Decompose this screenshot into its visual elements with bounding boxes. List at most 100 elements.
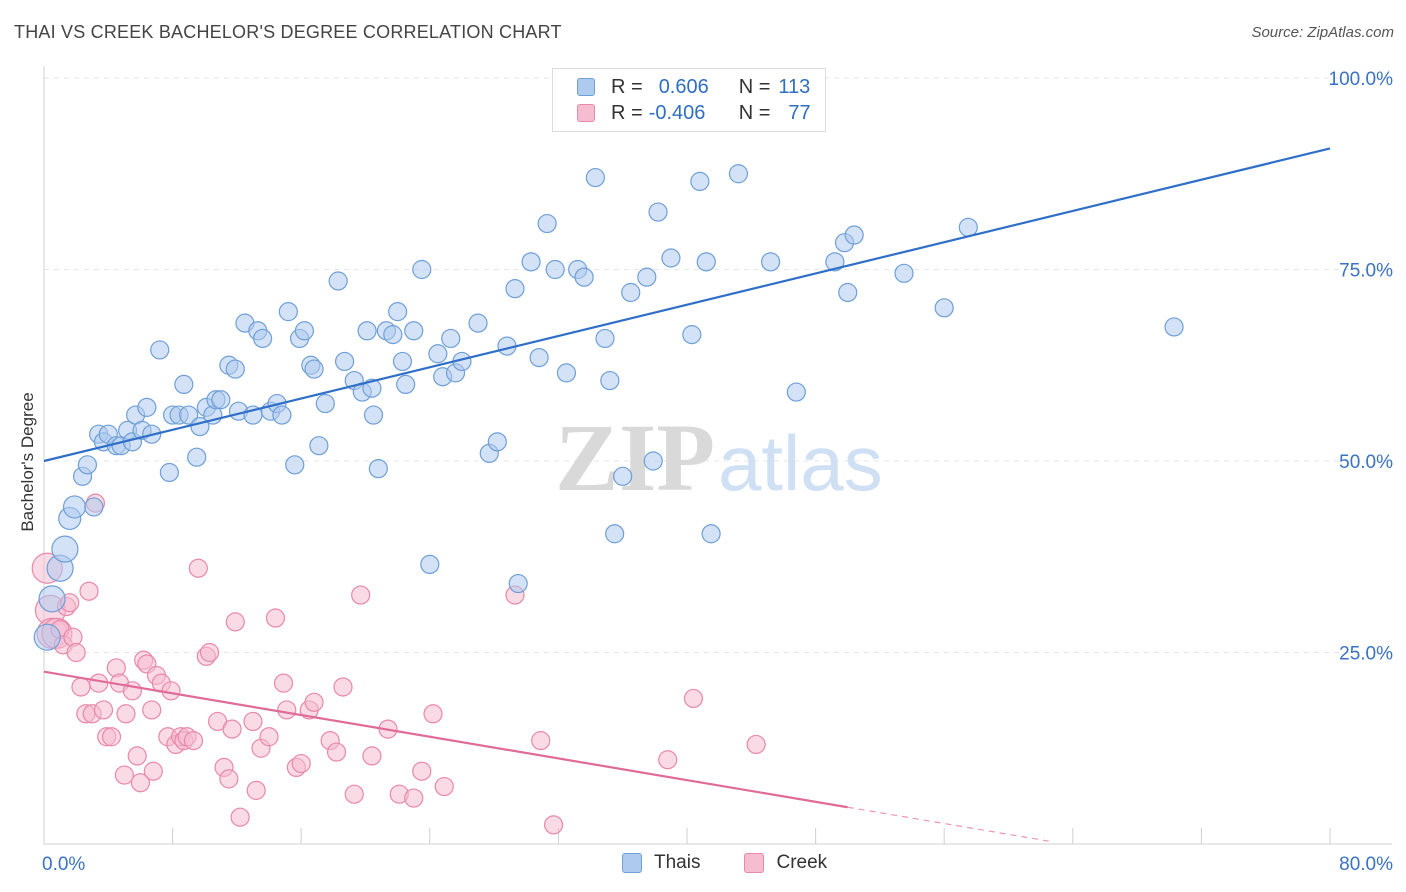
- thais-point: [487, 432, 507, 452]
- creek-r-label: R =: [611, 101, 643, 124]
- thais-point: [77, 455, 98, 475]
- thais-legend-swatch: [622, 853, 642, 873]
- creek-points: [31, 493, 766, 835]
- y-tick-label-3: 100.0%: [1329, 69, 1394, 90]
- creek-point: [130, 773, 151, 793]
- watermark-zip: ZIP: [555, 404, 715, 511]
- thais-point: [537, 213, 557, 234]
- creek-point: [304, 692, 324, 712]
- creek-legend-label: Creek: [776, 852, 828, 873]
- thais-point: [294, 321, 315, 341]
- thais-point: [648, 202, 668, 222]
- thais-point: [335, 351, 355, 372]
- thais-legend-label: Thais: [654, 852, 701, 873]
- creek-point: [246, 780, 266, 800]
- thais-point: [728, 164, 749, 184]
- thais-point: [505, 279, 525, 299]
- thais-point: [690, 171, 710, 192]
- creek-point: [273, 673, 294, 693]
- creek-point: [434, 776, 454, 797]
- thais-point: [844, 225, 864, 245]
- thais-point: [521, 252, 541, 272]
- thais-point: [556, 363, 577, 383]
- thais-point: [309, 436, 329, 456]
- thais-point: [304, 359, 324, 379]
- thais-point: [1164, 317, 1184, 337]
- x-tick-label-1: 80.0%: [1339, 854, 1393, 875]
- creek-trend-extension: [847, 806, 1049, 842]
- creek-point: [116, 704, 136, 724]
- thais-point: [383, 325, 403, 345]
- thais-point: [62, 495, 87, 519]
- thais-point: [585, 167, 605, 188]
- thais-point: [179, 405, 199, 425]
- creek-point: [683, 688, 704, 709]
- thais-point: [428, 344, 448, 364]
- creek-point: [746, 734, 766, 755]
- legend-item-thais: Thais: [622, 852, 700, 874]
- creek-point: [291, 753, 311, 774]
- thais-point: [441, 328, 461, 349]
- thais-point: [388, 302, 408, 322]
- thais-point: [605, 524, 625, 544]
- creek-point: [199, 642, 220, 663]
- thais-point: [278, 302, 298, 322]
- creek-point: [127, 746, 147, 766]
- creek-point: [101, 727, 122, 747]
- thais-point: [363, 405, 384, 425]
- creek-point: [259, 727, 279, 747]
- thais-point: [396, 374, 416, 394]
- thais-point: [420, 554, 440, 575]
- creek-point: [219, 769, 239, 789]
- creek-point: [225, 612, 245, 632]
- source-label: Source: ZipAtlas.com: [1251, 24, 1394, 41]
- series-legend: Thais Creek: [622, 852, 871, 874]
- creek-point: [404, 788, 424, 808]
- thais-point: [362, 378, 382, 398]
- thais-point: [211, 390, 231, 410]
- thais-point: [643, 451, 663, 471]
- creek-point: [351, 585, 371, 605]
- thais-point: [253, 328, 273, 349]
- creek-point: [344, 784, 364, 804]
- creek-point: [333, 677, 353, 697]
- y-tick-label-1: 50.0%: [1339, 452, 1393, 473]
- creek-point: [93, 700, 114, 720]
- creek-point: [143, 761, 163, 781]
- thais-point: [613, 466, 633, 486]
- creek-point: [543, 815, 564, 835]
- thais-point: [838, 282, 858, 303]
- watermark-atlas: atlas: [718, 419, 883, 507]
- thais-point: [595, 328, 615, 349]
- thais-point: [174, 374, 194, 394]
- creek-point: [243, 711, 263, 732]
- thais-point: [225, 359, 245, 379]
- thais-point: [285, 455, 305, 475]
- thais-point: [159, 462, 179, 483]
- creek-point: [142, 700, 162, 720]
- creek-point: [183, 730, 204, 751]
- thais-point: [137, 397, 157, 417]
- thais-n-value: 113: [778, 75, 811, 98]
- creek-point: [326, 742, 347, 762]
- creek-point: [89, 673, 109, 693]
- thais-point: [701, 524, 721, 544]
- creek-point: [222, 719, 242, 739]
- creek-point: [265, 608, 286, 628]
- creek-legend-swatch: [744, 853, 765, 873]
- thais-point: [468, 313, 488, 333]
- thais-point: [368, 459, 388, 479]
- thais-point: [84, 497, 104, 517]
- thais-point: [33, 623, 61, 651]
- thais-point: [529, 347, 549, 368]
- thais-n-label: N =: [738, 75, 771, 98]
- creek-point: [71, 677, 91, 697]
- creek-swatch: [577, 104, 595, 122]
- tick-labels: 25.0% 50.0% 75.0% 100.0% 0.0% 80.0%: [42, 69, 1393, 875]
- thais-point: [38, 585, 66, 613]
- thais-point: [150, 340, 170, 360]
- gridlines: [44, 77, 1392, 653]
- thais-point: [934, 298, 954, 318]
- thais-point: [825, 252, 845, 272]
- thais-point: [894, 263, 914, 283]
